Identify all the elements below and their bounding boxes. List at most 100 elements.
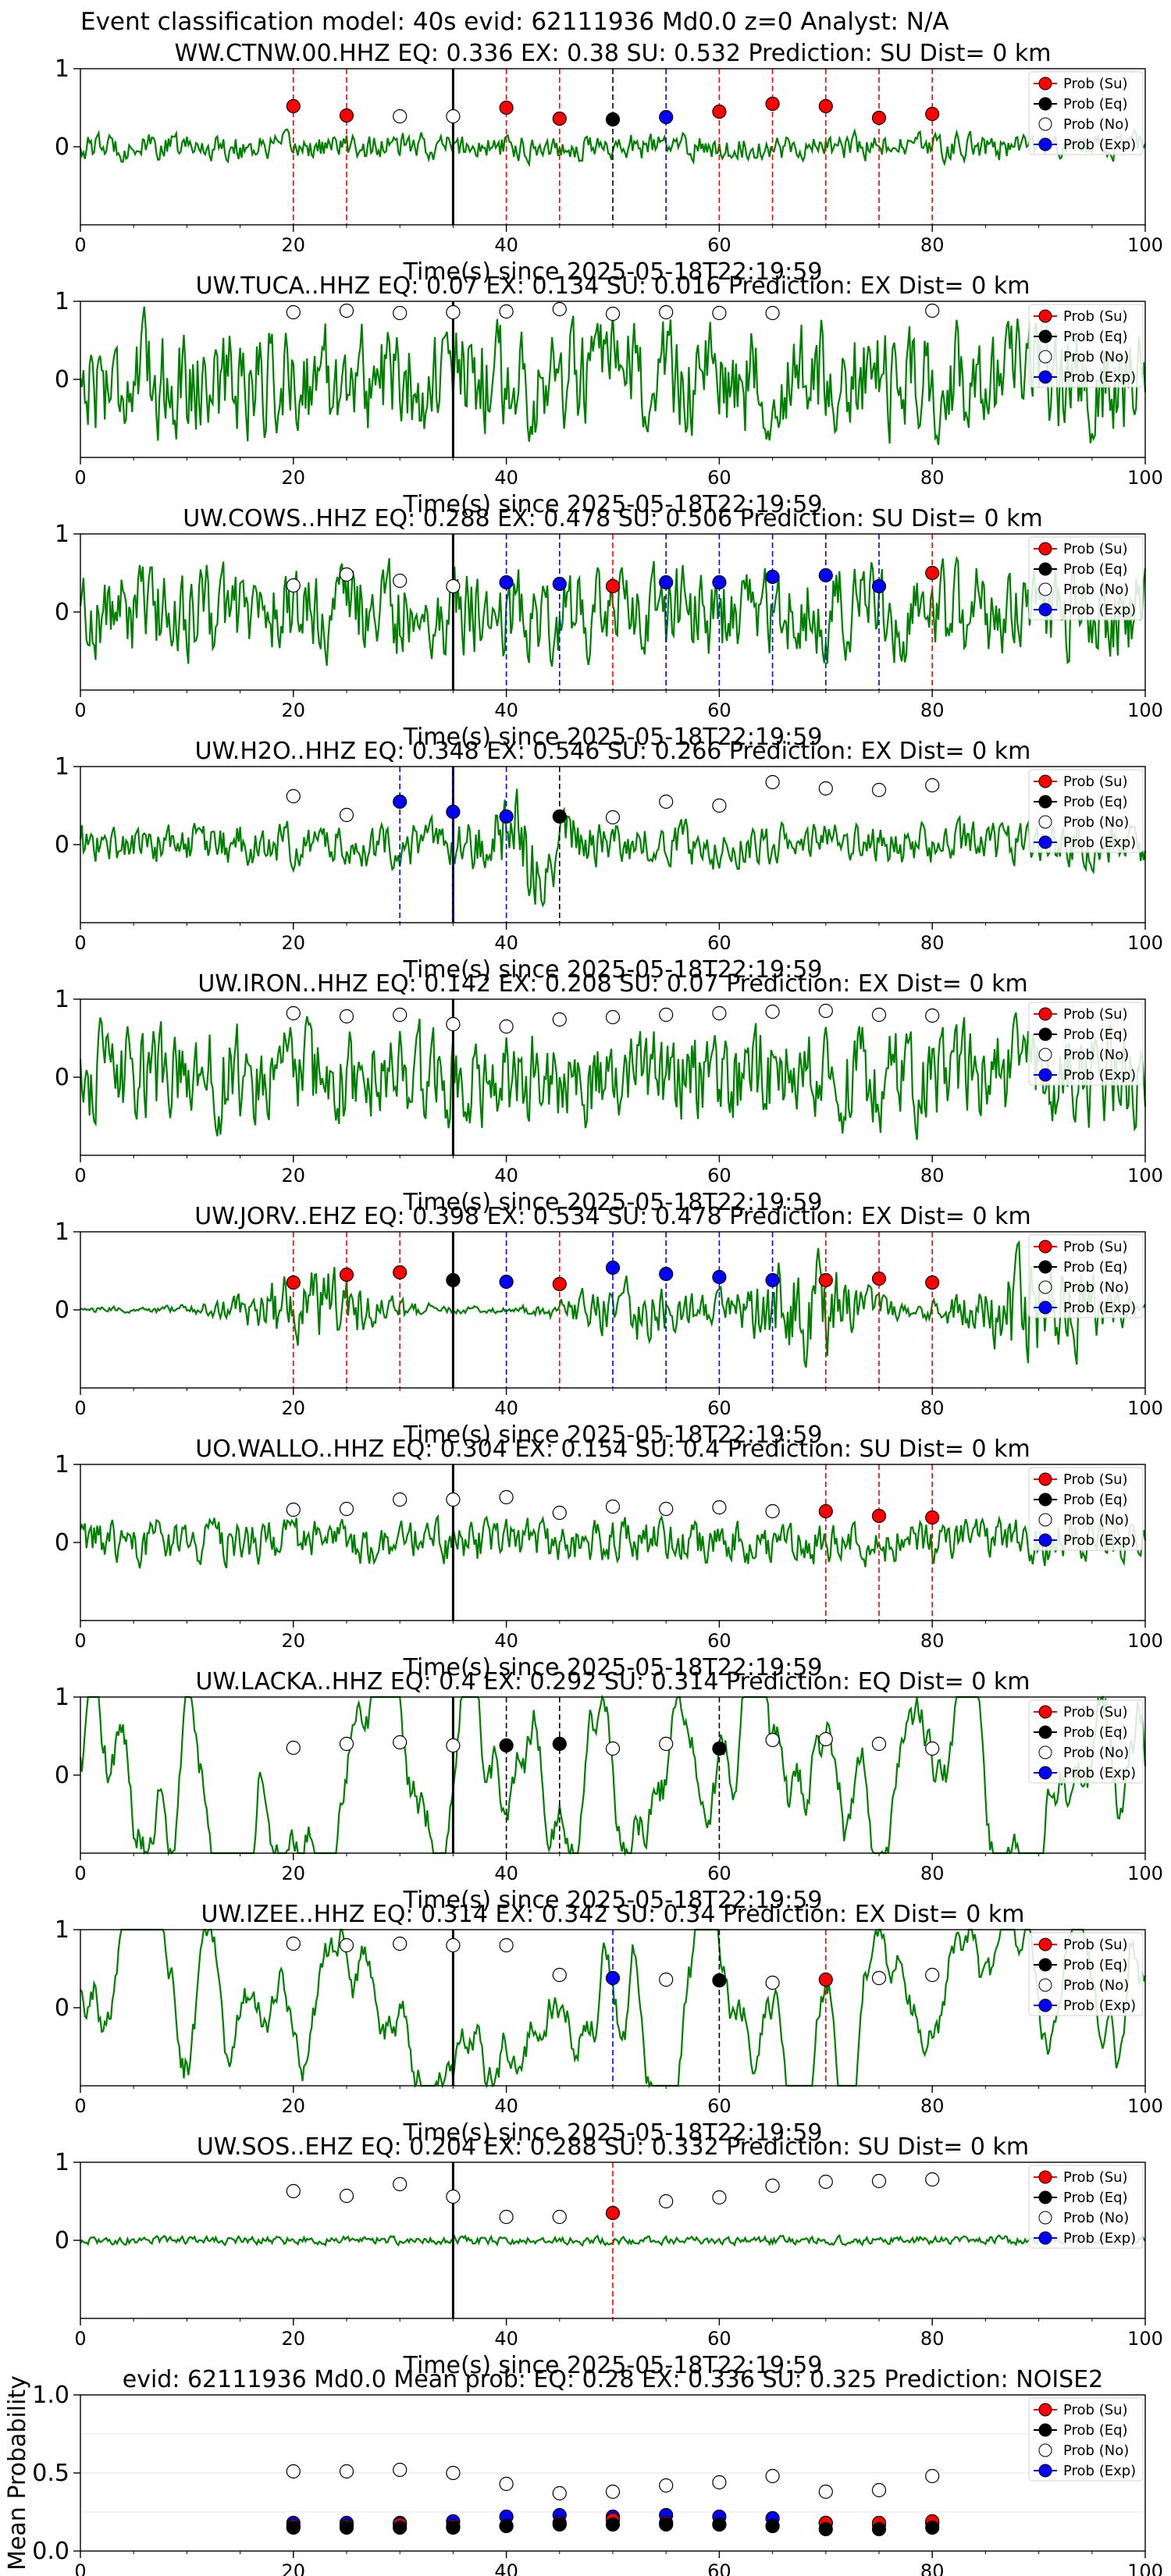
prob-marker-no (712, 1005, 727, 1021)
mean-prob-marker-eq (339, 2520, 354, 2535)
x-tick-label: 100 (1127, 2560, 1163, 2576)
legend-label-no: Prob (No) (1063, 1279, 1129, 1296)
prob-marker-no (286, 788, 301, 804)
legend-label-no: Prob (No) (1063, 1977, 1129, 1994)
legend-label-eq: Prob (Eq) (1063, 2422, 1128, 2439)
prob-marker-no (871, 2173, 887, 2189)
x-axis-label: Time(s) since 2025-05-18T22:19:59 (403, 956, 823, 984)
legend-box (1028, 1002, 1144, 1086)
x-tick-label: 20 (282, 467, 306, 489)
station-title: UW.LACKA..HHZ EQ: 0.4 EX: 0.292 SU: 0.31… (195, 1668, 1030, 1695)
prob-marker-no (659, 1972, 674, 1987)
prob-marker-no (605, 1741, 621, 1756)
prob-marker-su (286, 1275, 301, 1290)
prob-marker-no (286, 1005, 301, 1021)
x-tick-label: 20 (282, 699, 306, 721)
legend-marker-eq (1038, 1027, 1052, 1041)
legend-label-eq: Prob (Eq) (1063, 1724, 1128, 1741)
prob-marker-no (552, 301, 567, 317)
prob-marker-no (339, 1736, 354, 1752)
prob-marker-no (446, 109, 461, 124)
mean-prob-marker-eq (925, 2520, 940, 2535)
legend-marker-exp (1038, 835, 1052, 849)
prob-marker-no (393, 1735, 408, 1750)
x-tick-label: 60 (707, 932, 731, 954)
station-title: UW.IZEE..HHZ EQ: 0.314 EX: 0.342 SU: 0.3… (201, 1901, 1025, 1928)
legend-label-exp: Prob (Exp) (1063, 1998, 1136, 2014)
plot-frame (80, 1231, 1146, 1389)
prob-marker-su (925, 565, 940, 581)
x-tick-label: 40 (494, 1397, 518, 1419)
x-tick-label: 40 (494, 2560, 518, 2576)
prob-marker-no (339, 1009, 354, 1024)
prob-marker-no (765, 1732, 780, 1748)
legend-marker-eq (1038, 2423, 1052, 2437)
legend-marker-su (1038, 1240, 1052, 1254)
prob-marker-eq (499, 1738, 514, 1753)
x-tick-label: 20 (282, 2095, 306, 2117)
x-tick-label: 20 (282, 2328, 306, 2350)
prob-marker-no (446, 304, 461, 320)
legend-marker-no (1038, 1048, 1052, 1062)
prob-marker-no (339, 807, 354, 823)
plot-frame (80, 2394, 1146, 2552)
prob-marker-no (765, 774, 780, 790)
x-tick-label: 60 (707, 699, 731, 721)
mean-prob-marker-no (871, 2482, 887, 2498)
x-tick-label: 80 (920, 2560, 945, 2576)
prob-marker-exp (499, 575, 514, 590)
x-tick-label: 60 (707, 467, 731, 489)
legend-marker-eq (1038, 1260, 1052, 1274)
legend-label-no: Prob (No) (1063, 814, 1129, 831)
legend-label-no: Prob (No) (1063, 116, 1129, 133)
prob-marker-exp (659, 575, 674, 590)
legend-label-exp: Prob (Exp) (1063, 1300, 1136, 1316)
legend-marker-exp (1038, 2464, 1052, 2478)
x-tick-label: 80 (920, 1863, 945, 1884)
legend-marker-eq (1038, 795, 1052, 809)
legend-label-no: Prob (No) (1063, 2443, 1129, 2459)
prob-marker-no (925, 1967, 940, 1983)
x-tick-label: 0 (74, 467, 86, 489)
prob-marker-no (818, 2174, 833, 2190)
legend-marker-su (1038, 1705, 1052, 1719)
prob-marker-no (339, 1937, 354, 1953)
x-tick-label: 100 (1127, 1165, 1163, 1187)
prob-marker-no (659, 794, 674, 809)
mean-prob-marker-eq (765, 2518, 780, 2534)
prob-marker-eq (712, 1973, 727, 1988)
mean-prob-marker-no (712, 2475, 727, 2490)
x-tick-label: 60 (707, 2328, 731, 2350)
mean-prob-marker-eq (552, 2517, 567, 2532)
mean-prob-marker-eq (818, 2521, 833, 2537)
legend-label-no: Prob (No) (1063, 1745, 1129, 1761)
y-tick-label: 0 (55, 831, 69, 859)
legend-box (1028, 1699, 1144, 1784)
prob-marker-su (765, 96, 780, 112)
prob-marker-no (605, 809, 621, 825)
legend-label-su: Prob (Su) (1063, 1239, 1128, 1255)
x-axis-label: Time(s) since 2025-05-18T22:19:59 (403, 2352, 823, 2379)
legend-label-eq: Prob (Eq) (1063, 561, 1128, 578)
legend-label-exp: Prob (Exp) (1063, 834, 1136, 851)
prob-marker-su (925, 1510, 940, 1525)
prob-marker-no (393, 305, 408, 321)
station-title: UW.JORV..EHZ EQ: 0.398 EX: 0.534 SU: 0.4… (194, 1203, 1030, 1230)
legend-label-exp: Prob (Exp) (1063, 369, 1136, 386)
x-tick-label: 100 (1127, 932, 1163, 954)
legend-marker-no (1038, 2443, 1052, 2457)
prob-marker-su (818, 1272, 833, 1288)
prob-marker-exp (871, 578, 887, 594)
prob-marker-no (446, 2189, 461, 2204)
prob-marker-exp (552, 576, 567, 592)
legend-marker-su (1038, 309, 1052, 323)
prob-marker-eq (552, 1736, 567, 1752)
prob-marker-su (871, 1508, 887, 1524)
mean-prob-marker-eq (659, 2517, 674, 2532)
prob-marker-no (818, 1003, 833, 1019)
plot-frame (80, 1464, 1146, 1621)
legend-marker-exp (1038, 1300, 1052, 1315)
prob-marker-no (286, 1936, 301, 1952)
x-axis-label: Time(s) since 2025-05-18T22:19:59 (403, 1421, 823, 1449)
